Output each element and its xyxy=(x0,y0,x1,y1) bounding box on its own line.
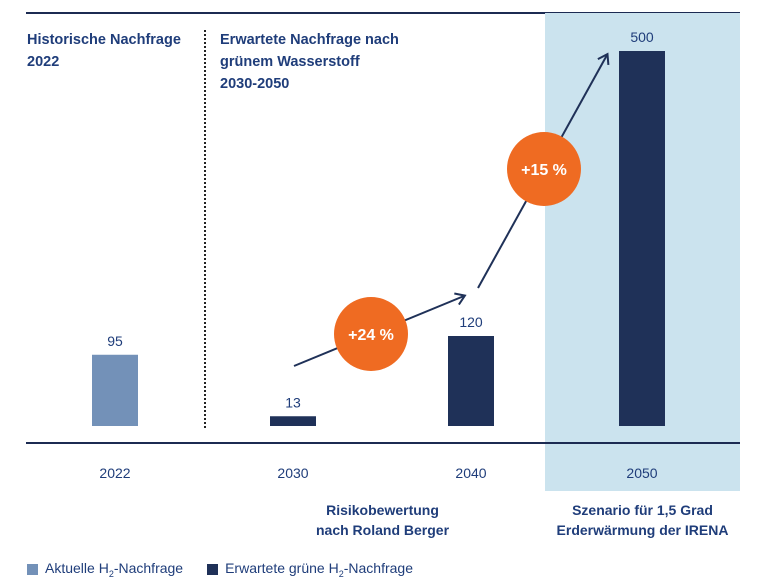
tick-label-2022: 2022 xyxy=(99,465,130,481)
heading-expected-line-2: grünem Wasserstoff xyxy=(220,54,360,70)
legend-item-historic: Aktuelle H2-Nachfrage xyxy=(27,560,183,579)
top-rule xyxy=(26,12,740,14)
footnote-roland-berger: Risikobewertung nach Roland Berger xyxy=(285,500,480,540)
heading-historic: Historische Nachfrage 2022 xyxy=(27,29,181,73)
growth-badges: +24 % +15 % xyxy=(334,132,581,371)
footnote-irena: Szenario für 1,5 Grad Erderwärmung der I… xyxy=(545,500,740,540)
legend-label-historic: Aktuelle H2-Nachfrage xyxy=(45,560,184,579)
footnote-roland-berger-line-2: nach Roland Berger xyxy=(315,522,450,538)
value-labels: 95 13 120 500 xyxy=(107,29,654,410)
legend-label-expected: Erwartete grüne H2-Nachfrage xyxy=(225,560,413,579)
heading-historic-line-1: Historische Nachfrage xyxy=(27,32,181,48)
tick-label-2040: 2040 xyxy=(455,465,486,481)
legend: Aktuelle H2-Nachfrage Erwartete grüne H2… xyxy=(27,560,437,579)
footnote-roland-berger-line-1: Risikobewertung xyxy=(326,502,439,518)
bars xyxy=(92,51,665,426)
footnote-irena-line-2: Erderwärmung der IRENA xyxy=(556,522,729,538)
tick-label-2050: 2050 xyxy=(626,465,657,481)
value-label-2040: 120 xyxy=(459,314,483,330)
x-axis-tick-labels: 2022 2030 2040 2050 xyxy=(99,465,657,481)
bar-2030 xyxy=(270,416,316,426)
growth-badge-2: +15 % xyxy=(507,132,581,206)
bar-2040 xyxy=(448,336,494,426)
bar-2050 xyxy=(619,51,665,426)
growth-badge-1: +24 % xyxy=(334,297,408,371)
heading-expected-line-3: 2030-2050 xyxy=(220,76,290,92)
heading-expected-line-1: Erwartete Nachfrage nach xyxy=(220,32,399,48)
period-divider xyxy=(204,30,206,428)
legend-swatch-expected xyxy=(207,563,219,575)
footnote-irena-line-1: Szenario für 1,5 Grad xyxy=(572,502,713,518)
legend-swatch-historic xyxy=(27,563,38,575)
value-label-2022: 95 xyxy=(107,333,123,349)
value-label-2030: 13 xyxy=(285,394,301,410)
tick-label-2030: 2030 xyxy=(277,465,308,481)
legend-item-expected: Erwartete grüne H2-Nachfrage xyxy=(207,560,413,579)
growth-badge-label: +24 % xyxy=(348,327,394,344)
growth-badge-circle xyxy=(507,132,581,206)
heading-expected: Erwartete Nachfrage nach grünem Wasserst… xyxy=(220,29,399,95)
growth-badge-circle xyxy=(334,297,408,371)
value-label-2050: 500 xyxy=(630,29,654,45)
growth-badge-label: +15 % xyxy=(521,162,567,179)
bar-2022 xyxy=(92,354,138,426)
heading-historic-line-2: 2022 xyxy=(27,54,60,70)
